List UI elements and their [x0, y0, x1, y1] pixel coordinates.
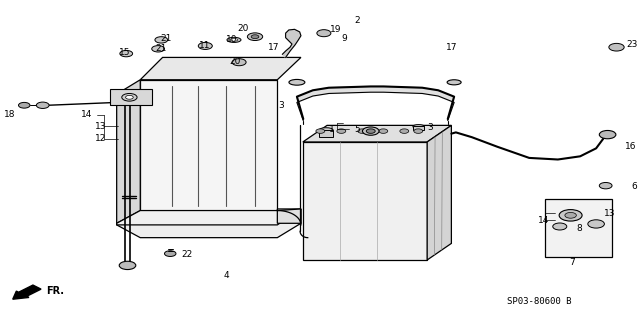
- Ellipse shape: [227, 37, 241, 42]
- Polygon shape: [303, 125, 451, 142]
- Polygon shape: [140, 57, 301, 80]
- Text: 21: 21: [161, 34, 172, 43]
- Text: 7: 7: [570, 258, 575, 267]
- Circle shape: [609, 43, 624, 51]
- Polygon shape: [110, 89, 152, 105]
- Circle shape: [316, 129, 324, 133]
- Circle shape: [122, 93, 137, 101]
- Polygon shape: [277, 209, 301, 223]
- Text: 21: 21: [156, 44, 167, 53]
- Polygon shape: [545, 199, 612, 257]
- Text: 8: 8: [576, 224, 582, 233]
- Circle shape: [152, 46, 164, 52]
- Text: 3: 3: [427, 123, 433, 132]
- Circle shape: [120, 50, 132, 57]
- Polygon shape: [140, 80, 277, 211]
- Circle shape: [366, 129, 375, 133]
- Circle shape: [599, 130, 616, 139]
- Circle shape: [599, 182, 612, 189]
- Circle shape: [559, 210, 582, 221]
- Ellipse shape: [319, 128, 333, 132]
- Text: 17: 17: [268, 43, 279, 52]
- Polygon shape: [116, 80, 140, 223]
- Circle shape: [379, 129, 388, 133]
- Ellipse shape: [289, 79, 305, 85]
- Polygon shape: [282, 29, 301, 57]
- Circle shape: [251, 35, 259, 39]
- Text: 19: 19: [330, 26, 342, 34]
- Text: 16: 16: [625, 142, 636, 151]
- Text: 13: 13: [95, 122, 106, 130]
- Text: 4: 4: [223, 271, 229, 280]
- Circle shape: [198, 42, 212, 49]
- Polygon shape: [297, 86, 454, 121]
- Text: 11: 11: [199, 41, 211, 50]
- Circle shape: [164, 251, 176, 256]
- Text: 22: 22: [182, 250, 193, 259]
- Circle shape: [400, 129, 409, 133]
- Polygon shape: [427, 125, 451, 260]
- Circle shape: [36, 102, 49, 108]
- Circle shape: [565, 212, 577, 218]
- Circle shape: [232, 59, 246, 66]
- Ellipse shape: [447, 80, 461, 85]
- Circle shape: [248, 33, 262, 41]
- Polygon shape: [116, 209, 301, 238]
- Text: 3: 3: [278, 101, 284, 110]
- Circle shape: [19, 102, 30, 108]
- Circle shape: [337, 129, 346, 133]
- Ellipse shape: [413, 125, 424, 129]
- Text: 14: 14: [81, 110, 92, 119]
- Circle shape: [553, 223, 567, 230]
- Circle shape: [155, 37, 168, 43]
- Text: 14: 14: [538, 216, 550, 225]
- Circle shape: [362, 127, 379, 135]
- Circle shape: [414, 129, 423, 133]
- Text: 6: 6: [631, 182, 637, 191]
- Text: 1: 1: [329, 125, 335, 134]
- Text: 12: 12: [95, 134, 106, 143]
- Bar: [319, 130, 333, 137]
- Text: FR.: FR.: [46, 286, 64, 296]
- Text: 15: 15: [119, 48, 131, 57]
- Polygon shape: [116, 209, 301, 225]
- Text: 20: 20: [230, 57, 241, 66]
- Circle shape: [358, 129, 367, 133]
- Polygon shape: [303, 142, 427, 260]
- Text: 9: 9: [341, 34, 347, 43]
- FancyArrow shape: [13, 285, 41, 299]
- Circle shape: [588, 220, 604, 228]
- Circle shape: [125, 95, 133, 99]
- Text: SP03-80600 B: SP03-80600 B: [507, 297, 572, 306]
- Text: 5: 5: [355, 125, 360, 134]
- Text: 17: 17: [446, 43, 458, 52]
- Text: 20: 20: [237, 24, 249, 33]
- Ellipse shape: [230, 39, 238, 41]
- Text: 10: 10: [227, 35, 238, 44]
- Text: 18: 18: [4, 110, 16, 119]
- Circle shape: [317, 30, 331, 37]
- Circle shape: [119, 261, 136, 270]
- Text: 2: 2: [354, 16, 360, 25]
- Text: 23: 23: [626, 40, 637, 48]
- Bar: [413, 126, 424, 130]
- Text: 13: 13: [604, 209, 615, 218]
